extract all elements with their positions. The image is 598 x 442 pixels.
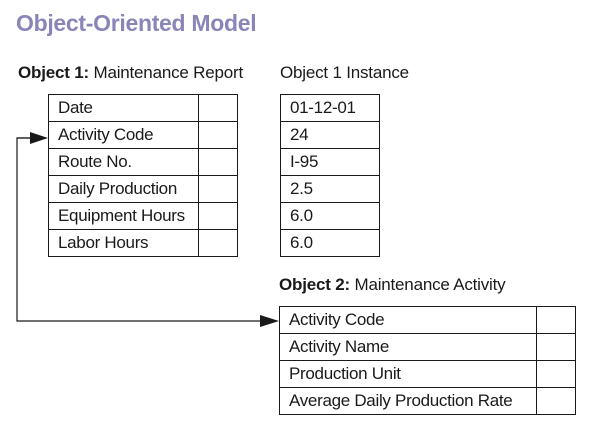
arrowhead-icon [30,132,48,144]
object1-row: Activity Code [48,121,238,149]
object1-caption-name: Maintenance Report [93,63,243,82]
object1-field: Activity Code [48,121,199,149]
object1-field: Daily Production [48,175,199,203]
arrowhead-icon [260,315,279,327]
object2-caption: Object 2: Maintenance Activity [279,275,506,295]
object1-caption-bold: Object 1: [18,63,89,82]
object1-value-cell [198,229,238,257]
object1-field: Date [48,94,199,122]
object1-table: Date Activity Code Route No. Daily Produ… [48,94,238,257]
object2-row: Average Daily Production Rate [279,387,576,415]
object2-field: Activity Name [279,333,537,361]
instance-value: 01-12-01 [280,94,380,122]
object2-row: Activity Code [279,306,576,334]
object2-row: Activity Name [279,333,576,361]
object1-value-cell [198,148,238,176]
object1-row: Daily Production [48,175,238,203]
object1-row: Labor Hours [48,229,238,257]
object2-field: Activity Code [279,306,537,334]
instance-caption: Object 1 Instance [280,63,409,82]
instance-row: 6.0 [280,229,380,257]
instance-value: 6.0 [280,229,380,257]
object2-field: Production Unit [279,360,537,388]
instance-row: 01-12-01 [280,94,380,122]
object1-field: Equipment Hours [48,202,199,230]
diagram-title: Object-Oriented Model [16,10,257,36]
object1-row: Equipment Hours [48,202,238,230]
object2-table: Activity Code Activity Name Production U… [279,306,576,415]
object2-value-cell [536,306,576,334]
instance-table: 01-12-01 24 I-95 2.5 6.0 6.0 [280,94,380,257]
link-line [16,137,262,322]
object2-caption-name: Maintenance Activity [354,275,506,294]
object2-value-cell [536,360,576,388]
object2-row: Production Unit [279,360,576,388]
object1-caption: Object 1: Maintenance Report [18,63,243,83]
object2-caption-bold: Object 2: [279,275,350,294]
object1-row: Date [48,94,238,122]
object1-value-cell [198,121,238,149]
object2-value-cell [536,387,576,415]
